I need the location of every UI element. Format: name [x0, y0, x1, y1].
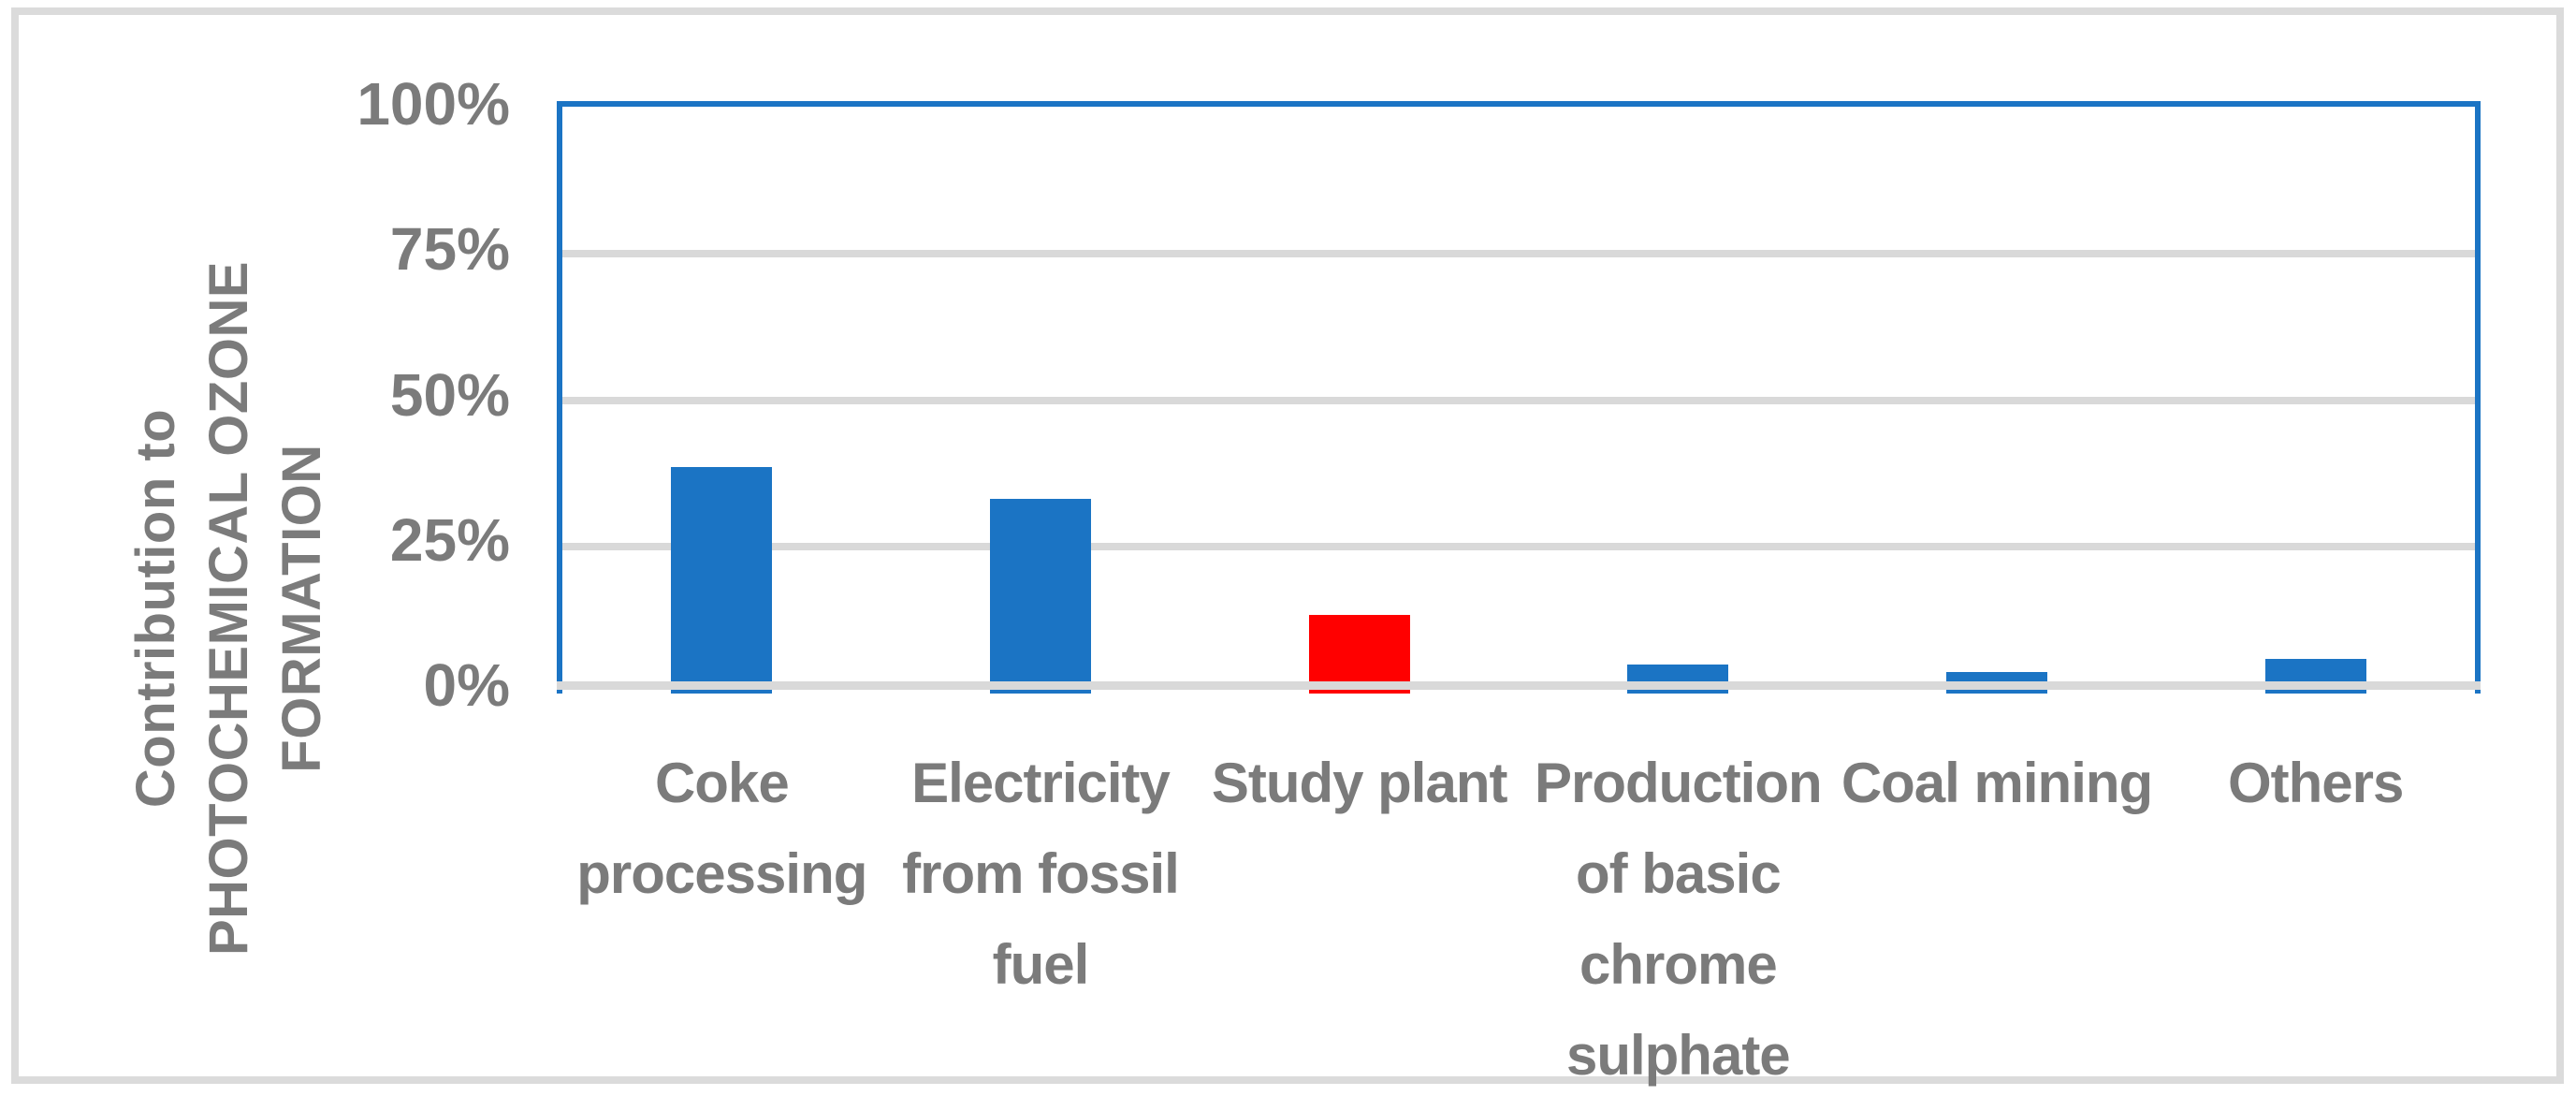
y-tick-label: 25%	[389, 505, 510, 574]
x-axis-label-line: Coke	[654, 752, 790, 814]
x-axis-label-line: Coal mining	[1841, 752, 2153, 814]
x-axis-label-line: Study plant	[1211, 752, 1508, 814]
gridline-75	[562, 249, 2475, 257]
gridline-25	[562, 543, 2475, 551]
y-tick-label: 0%	[423, 651, 511, 719]
x-axis-line	[557, 681, 2481, 690]
bar-electricity-from-fossil-fuel	[990, 498, 1091, 694]
y-tick-label: 50%	[389, 360, 510, 429]
x-axis-label: Electricity from fossil fuel	[872, 738, 1209, 1010]
x-axis-label-line: sulphate	[1565, 1024, 1791, 1087]
x-axis-label: Study plant	[1191, 738, 1528, 828]
x-axis-label-line: from fossil	[902, 842, 1180, 905]
x-axis-label-line: of basic	[1575, 842, 1782, 905]
chart-outer-border	[11, 7, 2564, 1084]
x-axis-label: Production of basic chrome sulphate	[1509, 738, 1846, 1096]
x-axis-label: Coal mining	[1828, 738, 2165, 828]
x-axis-label: Coke processing	[553, 738, 890, 919]
x-axis-label-line: Electricity	[911, 752, 1171, 814]
y-tick-label: 75%	[389, 215, 510, 284]
bar-coke-processing	[671, 466, 773, 694]
y-tick-label: 100%	[357, 70, 510, 138]
x-axis-label-line: fuel	[992, 933, 1090, 996]
bar-study-plant	[1308, 615, 1410, 694]
x-axis-label-line: processing	[576, 842, 867, 905]
x-axis-label: Others	[2147, 738, 2484, 828]
x-axis-label-line: Others	[2227, 752, 2404, 814]
gridline-50	[562, 396, 2475, 404]
x-axis-label-line: chrome	[1579, 933, 1778, 996]
x-axis-label-line: Production	[1535, 752, 1823, 814]
plot-area	[557, 101, 2481, 694]
